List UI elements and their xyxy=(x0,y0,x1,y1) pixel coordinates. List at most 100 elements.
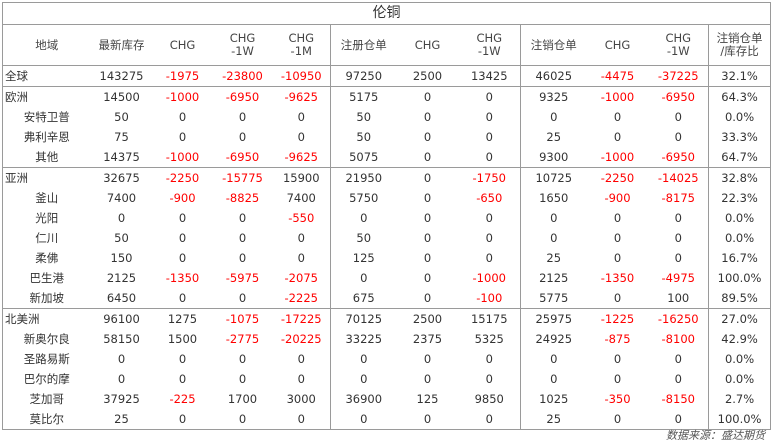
value-cell: -650 xyxy=(476,190,503,205)
value-cell: 0.0% xyxy=(707,208,772,228)
region-cell: 巴生港 xyxy=(2,268,91,288)
value-cell: 50 xyxy=(114,230,129,245)
region-cell: 莫比尔 xyxy=(2,409,91,430)
value-cell: 50 xyxy=(114,109,129,124)
table-row: 光阳 0 0 0 -550 0 0 0 0 0 0 0.0% xyxy=(2,208,772,228)
value-cell: 0 xyxy=(330,268,397,288)
value-cell: -1975 xyxy=(152,65,213,87)
value-cell: 0.0% xyxy=(707,228,772,248)
value-cell: 0 xyxy=(178,129,187,144)
value-cell: -1350 xyxy=(600,270,635,285)
region-cell: 亚洲 xyxy=(2,167,91,188)
value-cell: 0 xyxy=(485,250,493,265)
table-title: 伦铜 xyxy=(1,2,772,25)
value-cell: 0 xyxy=(396,167,459,188)
region-cell: 柔佛 xyxy=(2,248,91,268)
value-cell: 1275 xyxy=(152,308,213,329)
value-cell: 0 xyxy=(238,351,247,366)
value-cell: 16.7% xyxy=(707,248,772,268)
value-cell: -10950 xyxy=(272,65,331,87)
value-cell: 1500 xyxy=(167,331,198,346)
value-cell: 0 xyxy=(272,409,331,430)
table-row: 莫比尔 25 0 0 0 0 0 0 25 0 0 100.0% xyxy=(2,409,772,430)
value-cell: 0 xyxy=(423,129,432,144)
value-cell: 0 xyxy=(178,109,187,124)
value-cell: 0 xyxy=(485,109,493,124)
value-cell: 32675 xyxy=(90,167,153,188)
value-cell: 2.7% xyxy=(707,389,772,409)
value-cell: 0 xyxy=(238,371,247,386)
region-cell: 北美洲 xyxy=(2,308,91,329)
value-cell: 0 xyxy=(613,351,622,366)
column-header: 最新库存 xyxy=(90,24,153,66)
value-cell: -2075 xyxy=(284,270,318,285)
table-row: 其他 14375 -1000 -6950 -9625 5075 0 0 9300 -1000 -69… xyxy=(2,147,772,168)
region-cell: 釜山 xyxy=(2,188,91,208)
value-cell: 50 xyxy=(330,228,397,248)
value-cell: 13425 xyxy=(458,65,521,87)
value-cell: 25 xyxy=(90,409,153,430)
region-cell: 全球 xyxy=(2,65,91,87)
value-cell: 0 xyxy=(423,210,432,225)
value-cell: 0 xyxy=(485,230,493,245)
value-cell: 0 xyxy=(178,351,187,366)
title-row: 伦铜 xyxy=(1,2,772,25)
column-header: CHG xyxy=(152,24,213,66)
value-cell: 58150 xyxy=(103,331,140,346)
table-row: 圣路易斯 0 0 0 0 0 0 0 0 0 0 0.0% xyxy=(2,349,772,369)
value-cell: -1000 xyxy=(586,86,649,107)
value-cell: -6950 xyxy=(212,86,273,107)
value-cell: 32.1% xyxy=(707,65,772,87)
value-cell: 15175 xyxy=(458,308,521,329)
value-cell: 0 xyxy=(396,409,459,430)
value-cell: 0 xyxy=(423,190,432,205)
table-row: 釜山 7400 -900 -8825 7400 5750 0 -650 1650 -900 -817… xyxy=(2,188,772,208)
value-cell: 0 xyxy=(485,371,493,386)
value-cell: 0 xyxy=(520,369,587,389)
value-cell: 0 xyxy=(297,351,305,366)
value-cell: 1700 xyxy=(227,391,258,406)
value-cell: 75 xyxy=(114,129,129,144)
region-cell: 欧洲 xyxy=(2,86,91,107)
value-cell: 0 xyxy=(674,371,682,386)
value-cell: 0 xyxy=(485,210,493,225)
value-cell: 0 xyxy=(458,86,521,107)
value-cell: 46025 xyxy=(520,65,587,87)
table-row: 芝加哥 37925 -225 1700 3000 36900 125 9850 1025 -350… xyxy=(2,389,772,409)
value-cell: 70125 xyxy=(330,308,397,329)
value-cell: 15900 xyxy=(272,167,331,188)
value-cell: 0 xyxy=(423,149,432,164)
table-row: 弗利辛恩 75 0 0 0 50 0 0 25 0 0 33.3% xyxy=(2,127,772,147)
value-cell: 0 xyxy=(297,371,305,386)
value-cell: 0 xyxy=(423,371,432,386)
value-cell: 0 xyxy=(458,409,521,430)
value-cell: 2500 xyxy=(396,65,459,87)
value-cell: 0 xyxy=(613,290,622,305)
value-cell: -8150 xyxy=(661,391,695,406)
value-cell: 0 xyxy=(520,228,587,248)
value-cell: 1025 xyxy=(520,389,587,409)
column-header: CHG -1W xyxy=(212,24,273,66)
table-row: 柔佛 150 0 0 0 125 0 0 25 0 0 16.7% xyxy=(2,248,772,268)
value-cell: 0 xyxy=(674,210,682,225)
value-cell: 64.3% xyxy=(707,86,772,107)
value-cell: 50 xyxy=(330,107,397,127)
value-cell: 100.0% xyxy=(707,409,772,430)
value-cell: 0 xyxy=(330,369,397,389)
value-cell: -14025 xyxy=(648,167,709,188)
value-cell: 37925 xyxy=(103,391,140,406)
value-cell: 0 xyxy=(648,409,709,430)
region-cell: 新加坡 xyxy=(2,288,91,309)
value-cell: 0 xyxy=(423,109,432,124)
value-cell: -23800 xyxy=(212,65,273,87)
value-cell: 0 xyxy=(423,351,432,366)
value-cell: 0 xyxy=(613,129,622,144)
value-cell: 0 xyxy=(485,129,493,144)
value-cell: -1075 xyxy=(212,308,273,329)
value-cell: 14375 xyxy=(103,149,140,164)
value-cell: 675 xyxy=(330,288,397,309)
value-cell: 2375 xyxy=(412,331,443,346)
region-cell: 光阳 xyxy=(2,208,91,228)
value-cell: 0 xyxy=(396,86,459,107)
value-cell: -900 xyxy=(604,190,631,205)
